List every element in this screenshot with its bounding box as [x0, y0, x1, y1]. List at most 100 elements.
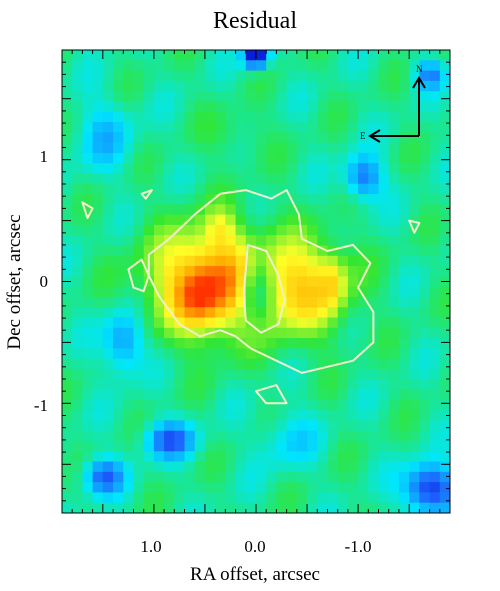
heatmap-cell [317, 101, 328, 113]
heatmap-cell [194, 101, 206, 113]
heatmap-cell [256, 173, 267, 185]
heatmap-cell [174, 338, 186, 349]
heatmap-cell [72, 70, 83, 82]
heatmap-cell [184, 122, 196, 133]
heatmap-cell [378, 245, 390, 257]
heatmap-cell [62, 183, 73, 195]
heatmap-cell [204, 80, 216, 92]
heatmap-cell [317, 266, 328, 277]
heatmap-cell [439, 317, 450, 329]
heatmap-cell [307, 214, 318, 226]
heatmap-cell [327, 368, 339, 380]
heatmap-cell [378, 379, 390, 391]
heatmap-cell [286, 286, 298, 298]
heatmap-cell [113, 348, 124, 360]
heatmap-cell [153, 255, 165, 267]
heatmap-cell [102, 101, 114, 113]
heatmap-cell [398, 214, 410, 226]
heatmap-cell [266, 173, 277, 185]
heatmap-cell [164, 502, 175, 513]
heatmap-cell [235, 502, 247, 513]
heatmap-cell [296, 358, 308, 370]
heatmap-cell [429, 194, 441, 205]
heatmap-cell [368, 471, 380, 483]
heatmap-cell [419, 327, 431, 339]
heatmap-cell [347, 296, 359, 308]
heatmap-cell [276, 111, 288, 123]
heatmap-cell [276, 430, 288, 442]
heatmap-cell [307, 111, 318, 123]
heatmap-cell [276, 152, 288, 164]
heatmap-cell [337, 91, 349, 102]
heatmap-cell [429, 80, 441, 92]
heatmap-cell [92, 224, 104, 236]
heatmap-cell [133, 451, 145, 463]
heatmap-cell [235, 410, 247, 421]
heatmap-cell [439, 163, 450, 174]
heatmap-cell [72, 101, 83, 113]
heatmap-cell [153, 183, 165, 195]
heatmap-cell [296, 420, 308, 432]
heatmap-cell [266, 122, 277, 133]
heatmap-cell [235, 183, 247, 195]
heatmap-cell [419, 399, 431, 411]
heatmap-cell [347, 214, 359, 226]
heatmap-cell [72, 440, 83, 452]
heatmap-cell [113, 235, 124, 246]
heatmap-cell [123, 482, 134, 493]
heatmap-cell [164, 358, 175, 370]
heatmap-cell [184, 60, 196, 72]
heatmap-cell [143, 142, 155, 154]
heatmap-cell [358, 235, 369, 246]
heatmap-cell [398, 471, 410, 483]
heatmap-cell [215, 101, 226, 113]
heatmap-cell [256, 307, 267, 319]
heatmap-cell [184, 286, 196, 298]
heatmap-cell [307, 245, 318, 257]
heatmap-cell [133, 91, 145, 102]
heatmap-cell [164, 204, 175, 216]
heatmap-cell [72, 194, 83, 205]
heatmap-cell [286, 358, 298, 370]
heatmap-cell [439, 461, 450, 473]
heatmap-cell [133, 348, 145, 360]
heatmap-cell [143, 204, 155, 216]
heatmap-cell [215, 420, 226, 432]
heatmap-cell [327, 214, 339, 226]
heatmap-cell [286, 307, 298, 319]
heatmap-cell [307, 173, 318, 185]
heatmap-cell [296, 471, 308, 483]
heatmap-cell [337, 122, 349, 133]
heatmap-cell [296, 276, 308, 288]
heatmap-cell [204, 420, 216, 432]
heatmap-cell [143, 163, 155, 174]
heatmap-cell [113, 389, 124, 401]
heatmap-cell [256, 358, 267, 370]
heatmap-cell [184, 461, 196, 473]
heatmap-cell [113, 368, 124, 380]
heatmap-cell [184, 173, 196, 185]
heatmap-cell [235, 399, 247, 411]
heatmap-cell [133, 296, 145, 308]
heatmap-cell [164, 327, 175, 339]
heatmap-cell [276, 368, 288, 380]
heatmap-cell [388, 214, 400, 226]
heatmap-cell [113, 245, 124, 257]
heatmap-cell [62, 430, 73, 442]
heatmap-cell [215, 60, 226, 72]
heatmap-cell [204, 173, 216, 185]
heatmap-cell [439, 296, 450, 308]
heatmap-cell [102, 420, 114, 432]
heatmap-cell [398, 482, 410, 493]
heatmap-cell [153, 307, 165, 319]
heatmap-cell [337, 152, 349, 164]
heatmap-cell [439, 440, 450, 452]
heatmap-cell [388, 430, 400, 442]
heatmap-cell [398, 183, 410, 195]
heatmap-cell [204, 286, 216, 298]
heatmap-cell [378, 255, 390, 267]
heatmap-cell [245, 183, 257, 195]
heatmap-cell [429, 204, 441, 216]
heatmap-cell [235, 224, 247, 236]
heatmap-cell [204, 440, 216, 452]
